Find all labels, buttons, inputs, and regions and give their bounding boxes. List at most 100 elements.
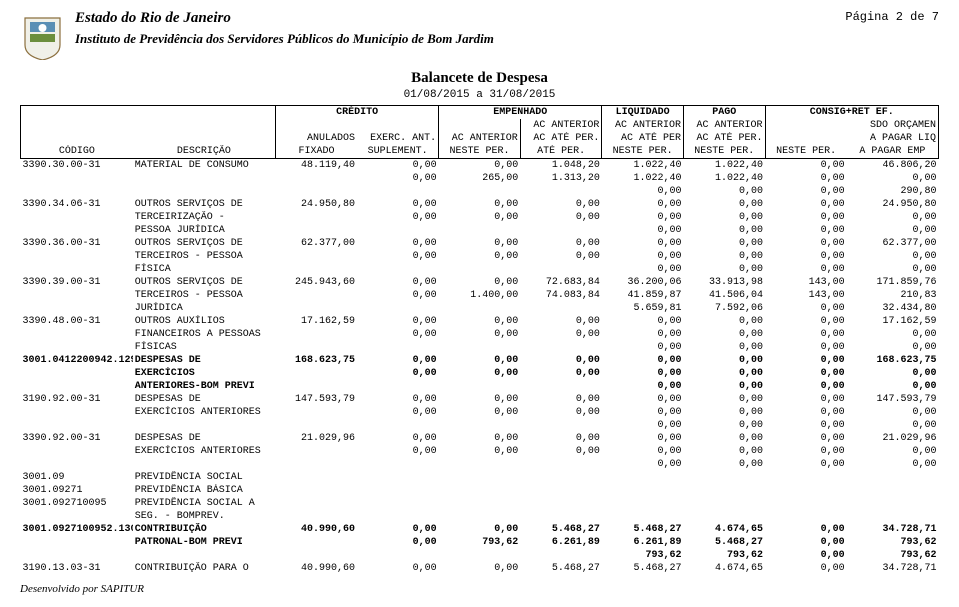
h3-0: CÓDIGO [21, 145, 133, 159]
table-row: PESSOA JURÍDICA0,000,000,000,00 [21, 224, 939, 237]
cell-value: 0,00 [439, 562, 521, 575]
cell-value [357, 380, 439, 393]
cell-value: 0,00 [847, 419, 939, 432]
report-table: CRÉDITO EMPENHADO LIQUIDADO PAGO CONSIG+… [20, 105, 939, 575]
cell-value: 0,00 [357, 276, 439, 289]
cell-value: 0,00 [439, 523, 521, 536]
cell-value: 41.506,04 [683, 289, 765, 302]
cell-value: 0,00 [683, 458, 765, 471]
cell-value: 1.048,20 [520, 159, 602, 173]
cell-value: 0,00 [520, 237, 602, 250]
cell-value: 5.659,81 [602, 302, 684, 315]
cell-value: 0,00 [765, 159, 847, 173]
group-consig: CONSIG+RET EF. [765, 106, 938, 120]
cell-value: 0,00 [602, 224, 684, 237]
cell-value: 0,00 [439, 198, 521, 211]
cell-value [765, 471, 847, 484]
cell-code [21, 536, 133, 549]
cell-code [21, 406, 133, 419]
cell-value: 0,00 [357, 393, 439, 406]
cell-value: 72.683,84 [520, 276, 602, 289]
cell-value: 0,00 [765, 224, 847, 237]
cell-value [520, 224, 602, 237]
cell-value [520, 302, 602, 315]
h2-6: AC ATÉ PER [602, 132, 684, 145]
cell-value: 0,00 [847, 458, 939, 471]
cell-code: 3190.92.00-31 [21, 393, 133, 406]
report-title: Balancete de Despesa [20, 70, 939, 87]
cell-value [275, 250, 357, 263]
cell-value: 0,00 [357, 432, 439, 445]
cell-value: 0,00 [765, 562, 847, 575]
table-row: TERCEIRIZAÇÃO -0,000,000,000,000,000,000… [21, 211, 939, 224]
cell-value: 265,00 [439, 172, 521, 185]
cell-value: 0,00 [847, 445, 939, 458]
cell-value: 0,00 [439, 159, 521, 173]
cell-value: 0,00 [683, 380, 765, 393]
cell-value: 5.468,27 [520, 562, 602, 575]
cell-value: 793,62 [602, 549, 684, 562]
cell-value [439, 458, 521, 471]
cell-value [683, 484, 765, 497]
cell-desc: DESPESAS DE [133, 354, 276, 367]
cell-value: 24.950,80 [275, 198, 357, 211]
table-row: 0,000,000,000,00 [21, 458, 939, 471]
table-row: 3001.0927100952.130CONTRIBUIÇÃO40.990,60… [21, 523, 939, 536]
header-institution: Instituto de Previdência dos Servidores … [75, 31, 845, 47]
cell-code [21, 263, 133, 276]
cell-value [520, 510, 602, 523]
cell-code [21, 367, 133, 380]
cell-value: 0,00 [357, 211, 439, 224]
cell-value: 143,00 [765, 289, 847, 302]
cell-desc: PATRONAL-BOM PREVI [133, 536, 276, 549]
cell-value: 0,00 [520, 367, 602, 380]
cell-value [275, 224, 357, 237]
cell-code [21, 510, 133, 523]
cell-value: 0,00 [357, 536, 439, 549]
cell-value: 0,00 [520, 393, 602, 406]
cell-value: 0,00 [520, 198, 602, 211]
cell-value [357, 458, 439, 471]
cell-value: 0,00 [357, 198, 439, 211]
table-head: CRÉDITO EMPENHADO LIQUIDADO PAGO CONSIG+… [21, 106, 939, 159]
cell-value: 0,00 [520, 445, 602, 458]
cell-value: 0,00 [439, 432, 521, 445]
cell-value [275, 172, 357, 185]
cell-value [765, 484, 847, 497]
cell-value [275, 510, 357, 523]
cell-desc: EXERCÍCIOS [133, 367, 276, 380]
cell-value [439, 302, 521, 315]
cell-value: 0,00 [765, 302, 847, 315]
cell-value: 0,00 [602, 341, 684, 354]
cell-value: 147.593,79 [847, 393, 939, 406]
cell-value: 0,00 [765, 458, 847, 471]
cell-value [275, 263, 357, 276]
cell-value: 0,00 [765, 211, 847, 224]
table-row: 0,000,000,00290,80 [21, 185, 939, 198]
cell-value [847, 471, 939, 484]
table-row: FÍSICAS0,000,000,000,00 [21, 341, 939, 354]
cell-desc: MATERIAL DE CONSUMO [133, 159, 276, 173]
cell-value: 0,00 [602, 354, 684, 367]
cell-code [21, 328, 133, 341]
cell-value [439, 510, 521, 523]
cell-value: 0,00 [520, 211, 602, 224]
h2-0 [21, 132, 133, 145]
cell-value [847, 497, 939, 510]
cell-value: 0,00 [683, 263, 765, 276]
cell-value: 0,00 [602, 367, 684, 380]
cell-value: 5.468,27 [602, 562, 684, 575]
cell-value: 0,00 [520, 250, 602, 263]
cell-desc: PESSOA JURÍDICA [133, 224, 276, 237]
cell-value: 0,00 [602, 263, 684, 276]
cell-desc: TERCEIROS - PESSOA [133, 250, 276, 263]
report-title-block: Balancete de Despesa 01/08/2015 a 31/08/… [20, 70, 939, 101]
cell-value: 17.162,59 [847, 315, 939, 328]
cell-code [21, 224, 133, 237]
cell-value: 0,00 [602, 211, 684, 224]
cell-value: 0,00 [765, 237, 847, 250]
cell-code: 3190.13.03-31 [21, 562, 133, 575]
cell-value: 0,00 [765, 523, 847, 536]
cell-value: 143,00 [765, 276, 847, 289]
cell-value: 0,00 [357, 237, 439, 250]
